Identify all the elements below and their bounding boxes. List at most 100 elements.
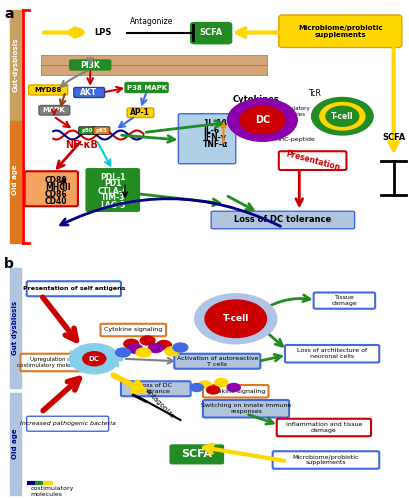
Circle shape bbox=[70, 344, 119, 374]
FancyBboxPatch shape bbox=[25, 171, 78, 206]
Circle shape bbox=[206, 386, 219, 394]
FancyBboxPatch shape bbox=[27, 416, 108, 431]
FancyBboxPatch shape bbox=[276, 419, 370, 436]
Circle shape bbox=[319, 102, 364, 130]
Text: Increased pathogenic bacteria: Increased pathogenic bacteria bbox=[20, 421, 115, 426]
Text: DC: DC bbox=[89, 356, 99, 362]
Circle shape bbox=[311, 98, 372, 135]
Text: Loss of DC
tolerance: Loss of DC tolerance bbox=[139, 384, 172, 394]
Circle shape bbox=[128, 344, 142, 353]
Text: a: a bbox=[4, 8, 13, 22]
Text: b: b bbox=[4, 258, 14, 272]
FancyBboxPatch shape bbox=[41, 65, 266, 75]
Circle shape bbox=[140, 336, 155, 345]
Text: AP-1: AP-1 bbox=[130, 108, 150, 117]
FancyBboxPatch shape bbox=[74, 88, 104, 98]
Text: Presentation: Presentation bbox=[284, 149, 340, 172]
Text: Switching on innate immune
responses: Switching on innate immune responses bbox=[200, 404, 290, 414]
Text: Cytokine signaling: Cytokine signaling bbox=[206, 389, 264, 394]
FancyBboxPatch shape bbox=[278, 15, 401, 48]
Text: MYD88: MYD88 bbox=[34, 87, 61, 93]
Text: PD1: PD1 bbox=[104, 180, 121, 188]
Text: Old age: Old age bbox=[12, 428, 18, 459]
FancyBboxPatch shape bbox=[170, 445, 223, 464]
Text: Gut dysbiosis: Gut dysbiosis bbox=[12, 300, 18, 354]
Text: NF-κB: NF-κB bbox=[65, 140, 98, 150]
Text: SCFA: SCFA bbox=[199, 28, 222, 37]
Text: SCFA: SCFA bbox=[181, 449, 212, 459]
Circle shape bbox=[164, 347, 179, 356]
Circle shape bbox=[173, 343, 187, 352]
FancyBboxPatch shape bbox=[39, 106, 70, 115]
Text: MHC-peptide: MHC-peptide bbox=[274, 138, 315, 142]
FancyBboxPatch shape bbox=[121, 381, 190, 396]
Text: Loss of DC tolerance: Loss of DC tolerance bbox=[234, 216, 331, 224]
Text: Tissue
damage: Tissue damage bbox=[331, 296, 356, 306]
Text: Cytokines: Cytokines bbox=[232, 96, 279, 104]
Text: Upregulation of
costimulatory molecules: Upregulation of costimulatory molecules bbox=[18, 357, 85, 368]
Circle shape bbox=[198, 381, 211, 389]
FancyBboxPatch shape bbox=[211, 211, 354, 229]
Circle shape bbox=[227, 384, 240, 392]
Text: Cytokine signaling: Cytokine signaling bbox=[104, 328, 162, 332]
FancyBboxPatch shape bbox=[93, 126, 110, 134]
Circle shape bbox=[325, 106, 358, 126]
Text: costimulatory
molecules: costimulatory molecules bbox=[31, 486, 74, 497]
FancyBboxPatch shape bbox=[202, 400, 288, 417]
FancyBboxPatch shape bbox=[284, 345, 378, 362]
Circle shape bbox=[156, 340, 171, 349]
Text: Activation of autoreactive
T cells: Activation of autoreactive T cells bbox=[176, 356, 257, 366]
Text: Microbiome/probiotic
supplements: Microbiome/probiotic supplements bbox=[292, 454, 358, 466]
Circle shape bbox=[68, 28, 83, 37]
Text: Loss of architecture of
neuronal cells: Loss of architecture of neuronal cells bbox=[296, 348, 366, 359]
Text: DC: DC bbox=[254, 115, 270, 125]
Circle shape bbox=[204, 300, 266, 338]
Text: MHCII: MHCII bbox=[45, 183, 71, 192]
Text: 1L-1β: 1L-1β bbox=[202, 118, 227, 128]
Circle shape bbox=[227, 99, 297, 141]
FancyBboxPatch shape bbox=[202, 385, 268, 398]
Circle shape bbox=[136, 348, 151, 357]
FancyBboxPatch shape bbox=[127, 108, 153, 118]
Text: IL-6: IL-6 bbox=[202, 126, 218, 134]
Text: p65: p65 bbox=[95, 128, 107, 133]
Text: LPS: LPS bbox=[94, 28, 111, 37]
Text: p50: p50 bbox=[81, 128, 92, 133]
FancyBboxPatch shape bbox=[10, 392, 20, 495]
FancyBboxPatch shape bbox=[27, 281, 121, 296]
Text: CD80: CD80 bbox=[45, 176, 67, 185]
Circle shape bbox=[239, 106, 284, 134]
FancyBboxPatch shape bbox=[10, 10, 20, 120]
Text: P38 MAPK: P38 MAPK bbox=[126, 84, 166, 90]
Circle shape bbox=[124, 339, 138, 348]
FancyBboxPatch shape bbox=[70, 60, 110, 70]
Text: AKT: AKT bbox=[80, 88, 97, 97]
Text: Old age: Old age bbox=[12, 164, 18, 196]
Circle shape bbox=[115, 348, 130, 357]
Text: SCFA: SCFA bbox=[381, 133, 404, 142]
Text: Presentation of self antigens: Presentation of self antigens bbox=[22, 286, 125, 291]
Text: Gut-dysbiosis: Gut-dysbiosis bbox=[12, 38, 18, 92]
Text: LAG-3: LAG-3 bbox=[100, 200, 125, 209]
Text: Microbiome/probiotic
supplements: Microbiome/probiotic supplements bbox=[297, 24, 382, 38]
Circle shape bbox=[194, 294, 276, 344]
FancyBboxPatch shape bbox=[86, 169, 139, 211]
Circle shape bbox=[214, 378, 227, 386]
FancyBboxPatch shape bbox=[100, 324, 166, 336]
Text: TcR: TcR bbox=[308, 89, 321, 98]
Text: PI3K: PI3K bbox=[80, 60, 100, 70]
Circle shape bbox=[190, 384, 203, 392]
Text: MAPK: MAPK bbox=[43, 108, 65, 114]
Text: CD86: CD86 bbox=[45, 190, 67, 198]
FancyBboxPatch shape bbox=[190, 22, 231, 44]
FancyBboxPatch shape bbox=[313, 292, 374, 308]
Text: T-cell: T-cell bbox=[222, 314, 248, 324]
Text: T-cell: T-cell bbox=[330, 112, 353, 120]
FancyBboxPatch shape bbox=[278, 151, 346, 170]
Text: Antagonize: Antagonize bbox=[144, 388, 175, 420]
FancyBboxPatch shape bbox=[41, 55, 266, 65]
FancyBboxPatch shape bbox=[20, 354, 82, 371]
Text: CTLA-4: CTLA-4 bbox=[97, 186, 128, 196]
Text: Inflammation and tissue
damage: Inflammation and tissue damage bbox=[285, 422, 361, 433]
FancyBboxPatch shape bbox=[10, 268, 20, 388]
